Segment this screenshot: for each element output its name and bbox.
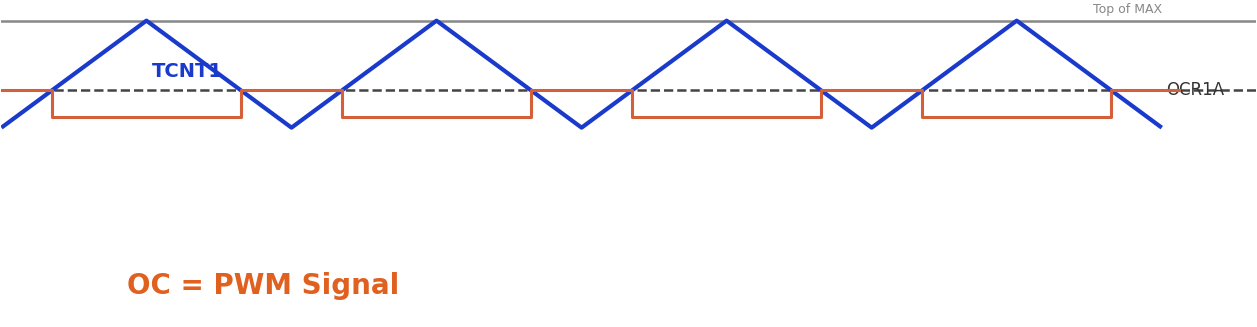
Text: OCR1A: OCR1A [1166, 81, 1224, 99]
Text: Top of MAX: Top of MAX [1092, 3, 1161, 16]
Text: TCNT1: TCNT1 [152, 62, 222, 81]
Text: OC = PWM Signal: OC = PWM Signal [127, 272, 398, 300]
